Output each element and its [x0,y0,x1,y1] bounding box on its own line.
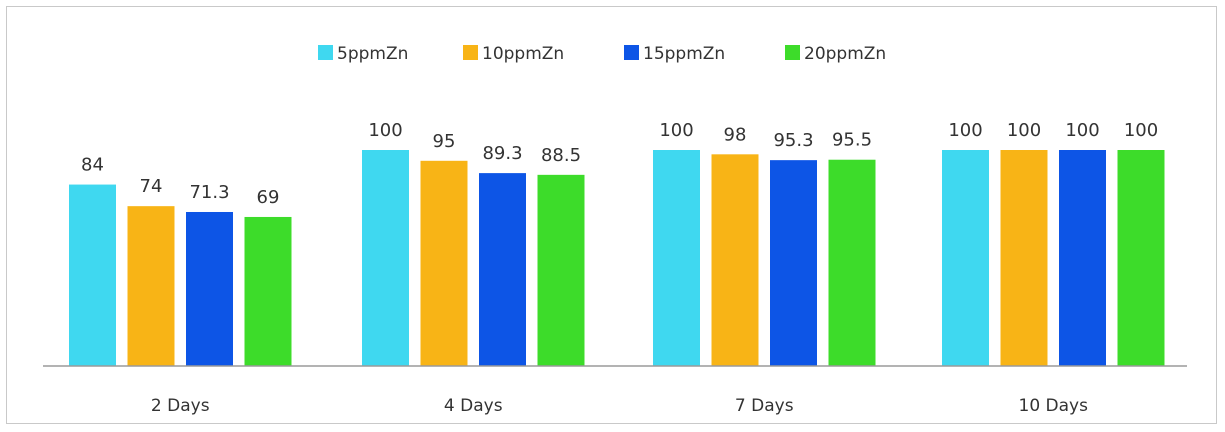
value-label-20ppmzn-1: 88.5 [541,145,581,166]
bar-10ppmzn-1 [420,160,468,366]
bar-5ppmzn-1 [362,150,409,366]
value-label-20ppmzn-0: 69 [257,187,280,208]
bar-20ppmzn-0 [244,216,292,366]
value-label-10ppmzn-0: 74 [140,176,163,197]
bar-5ppmzn-3 [942,150,989,366]
value-labels: 84 74 71.3 69 100 95 89.3 88.5 100 98 95.3 95.5 100 1… [81,120,1158,208]
value-label-5ppmzn-1: 100 [368,120,402,141]
value-label-5ppmzn-3: 100 [948,120,982,141]
legend: 5ppmZn 10ppmZn 15ppmZn 20ppmZn [318,44,886,64]
bar-15ppmzn-0 [186,211,233,366]
bar-10ppmzn-2 [711,154,759,366]
value-label-20ppmzn-2: 95.5 [832,130,872,151]
chart-frame: 5ppmZn 10ppmZn 15ppmZn 20ppmZn 84 74 71.3 69 10… [6,6,1217,424]
legend-swatch-10ppmzn [463,45,478,60]
legend-swatch-5ppmzn [318,45,333,60]
bar-chart: 5ppmZn 10ppmZn 15ppmZn 20ppmZn 84 74 71.3 69 10… [43,44,1187,416]
value-label-15ppmzn-3: 100 [1065,120,1099,141]
legend-label-15ppmzn: 15ppmZn [643,44,725,64]
bar-20ppmzn-2 [828,159,876,366]
bars [69,150,1165,366]
bar-5ppmzn-2 [653,150,700,366]
legend-label-10ppmzn: 10ppmZn [482,44,564,64]
value-label-15ppmzn-0: 71.3 [189,182,229,203]
bar-15ppmzn-2 [770,160,817,366]
bar-15ppmzn-3 [1059,150,1106,366]
legend-label-5ppmzn: 5ppmZn [337,44,408,64]
bar-5ppmzn-0 [69,184,116,366]
bar-15ppmzn-1 [479,173,526,366]
bar-10ppmzn-3 [1000,150,1048,366]
legend-swatch-15ppmzn [624,45,639,60]
x-tick-label-2: 7 Days [735,396,794,416]
value-label-10ppmzn-1: 95 [433,131,456,152]
value-label-10ppmzn-2: 98 [724,124,747,145]
bar-10ppmzn-0 [127,206,175,366]
legend-label-20ppmzn: 20ppmZn [804,44,886,64]
legend-swatch-20ppmzn [785,45,800,60]
value-label-5ppmzn-2: 100 [659,120,693,141]
x-tick-label-0: 2 Days [151,396,210,416]
value-label-20ppmzn-3: 100 [1124,120,1158,141]
value-label-5ppmzn-0: 84 [81,155,104,176]
value-label-15ppmzn-1: 89.3 [482,143,522,164]
x-tick-label-3: 10 Days [1019,396,1089,416]
x-tick-label-1: 4 Days [444,396,503,416]
value-label-10ppmzn-3: 100 [1007,120,1041,141]
bar-20ppmzn-1 [537,174,585,366]
bar-20ppmzn-3 [1117,150,1165,366]
value-label-15ppmzn-2: 95.3 [773,130,813,151]
x-tick-labels: 2 Days 4 Days 7 Days 10 Days [151,396,1088,416]
